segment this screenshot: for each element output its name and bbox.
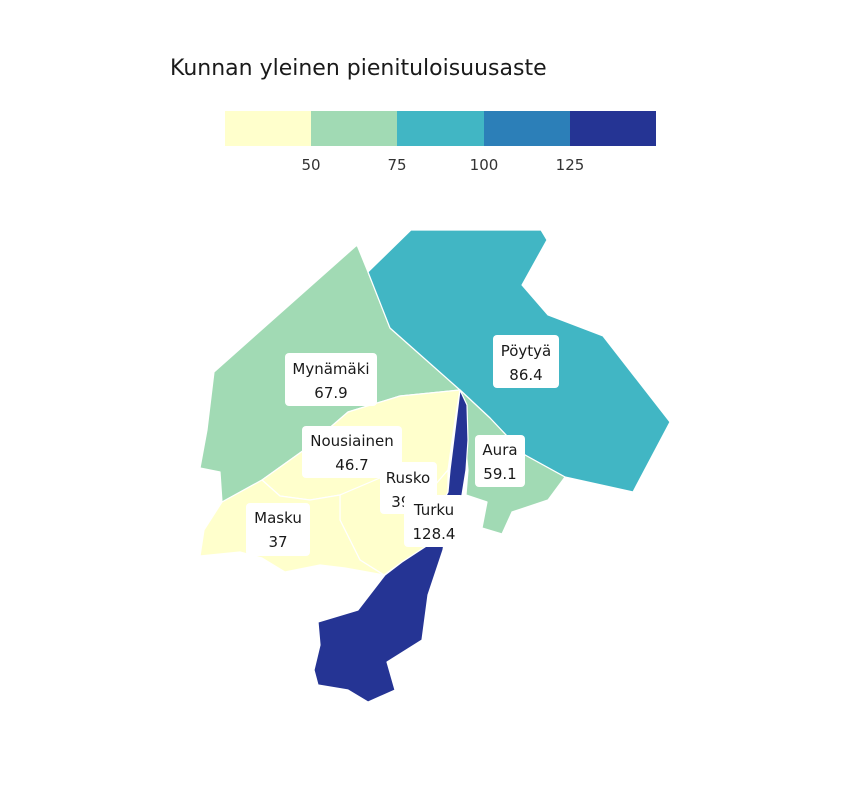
legend-bin-1 [225, 111, 311, 146]
label-masku: Masku 37 [246, 503, 310, 556]
legend-tick-100: 100 [470, 156, 499, 174]
legend-tick-50: 50 [301, 156, 320, 174]
label-poytya: Pöytyä 86.4 [493, 335, 559, 388]
label-masku-value: 37 [268, 533, 287, 551]
region-labels: Mynämäki 67.9 Pöytyä 86.4 Nousiainen 46.… [246, 335, 559, 556]
legend-tick-75: 75 [387, 156, 406, 174]
label-mynamaki-value: 67.9 [314, 384, 347, 402]
label-nousiainen: Nousiainen 46.7 [302, 426, 402, 478]
label-aura-name: Aura [482, 441, 517, 459]
label-rusko-name: Rusko [386, 469, 430, 487]
label-poytya-name: Pöytyä [501, 342, 552, 360]
label-nousiainen-value: 46.7 [335, 456, 368, 474]
label-masku-name: Masku [254, 509, 302, 527]
legend-bin-5 [570, 111, 656, 146]
label-aura-value: 59.1 [483, 465, 516, 483]
legend-bin-3 [397, 111, 484, 146]
label-poytya-value: 86.4 [509, 366, 542, 384]
label-aura: Aura 59.1 [475, 435, 525, 487]
label-mynamaki: Mynämäki 67.9 [285, 353, 377, 406]
legend-bin-2 [311, 111, 397, 146]
legend-tick-125: 125 [556, 156, 585, 174]
label-mynamaki-name: Mynämäki [292, 360, 369, 378]
label-turku-name: Turku [413, 501, 454, 519]
label-nousiainen-name: Nousiainen [310, 432, 394, 450]
map-title: Kunnan yleinen pienituloisuusaste [170, 56, 547, 81]
label-turku: Turku 128.4 [404, 495, 464, 547]
label-turku-value: 128.4 [413, 525, 456, 543]
legend: 50 75 100 125 [225, 111, 656, 174]
legend-bin-4 [484, 111, 570, 146]
